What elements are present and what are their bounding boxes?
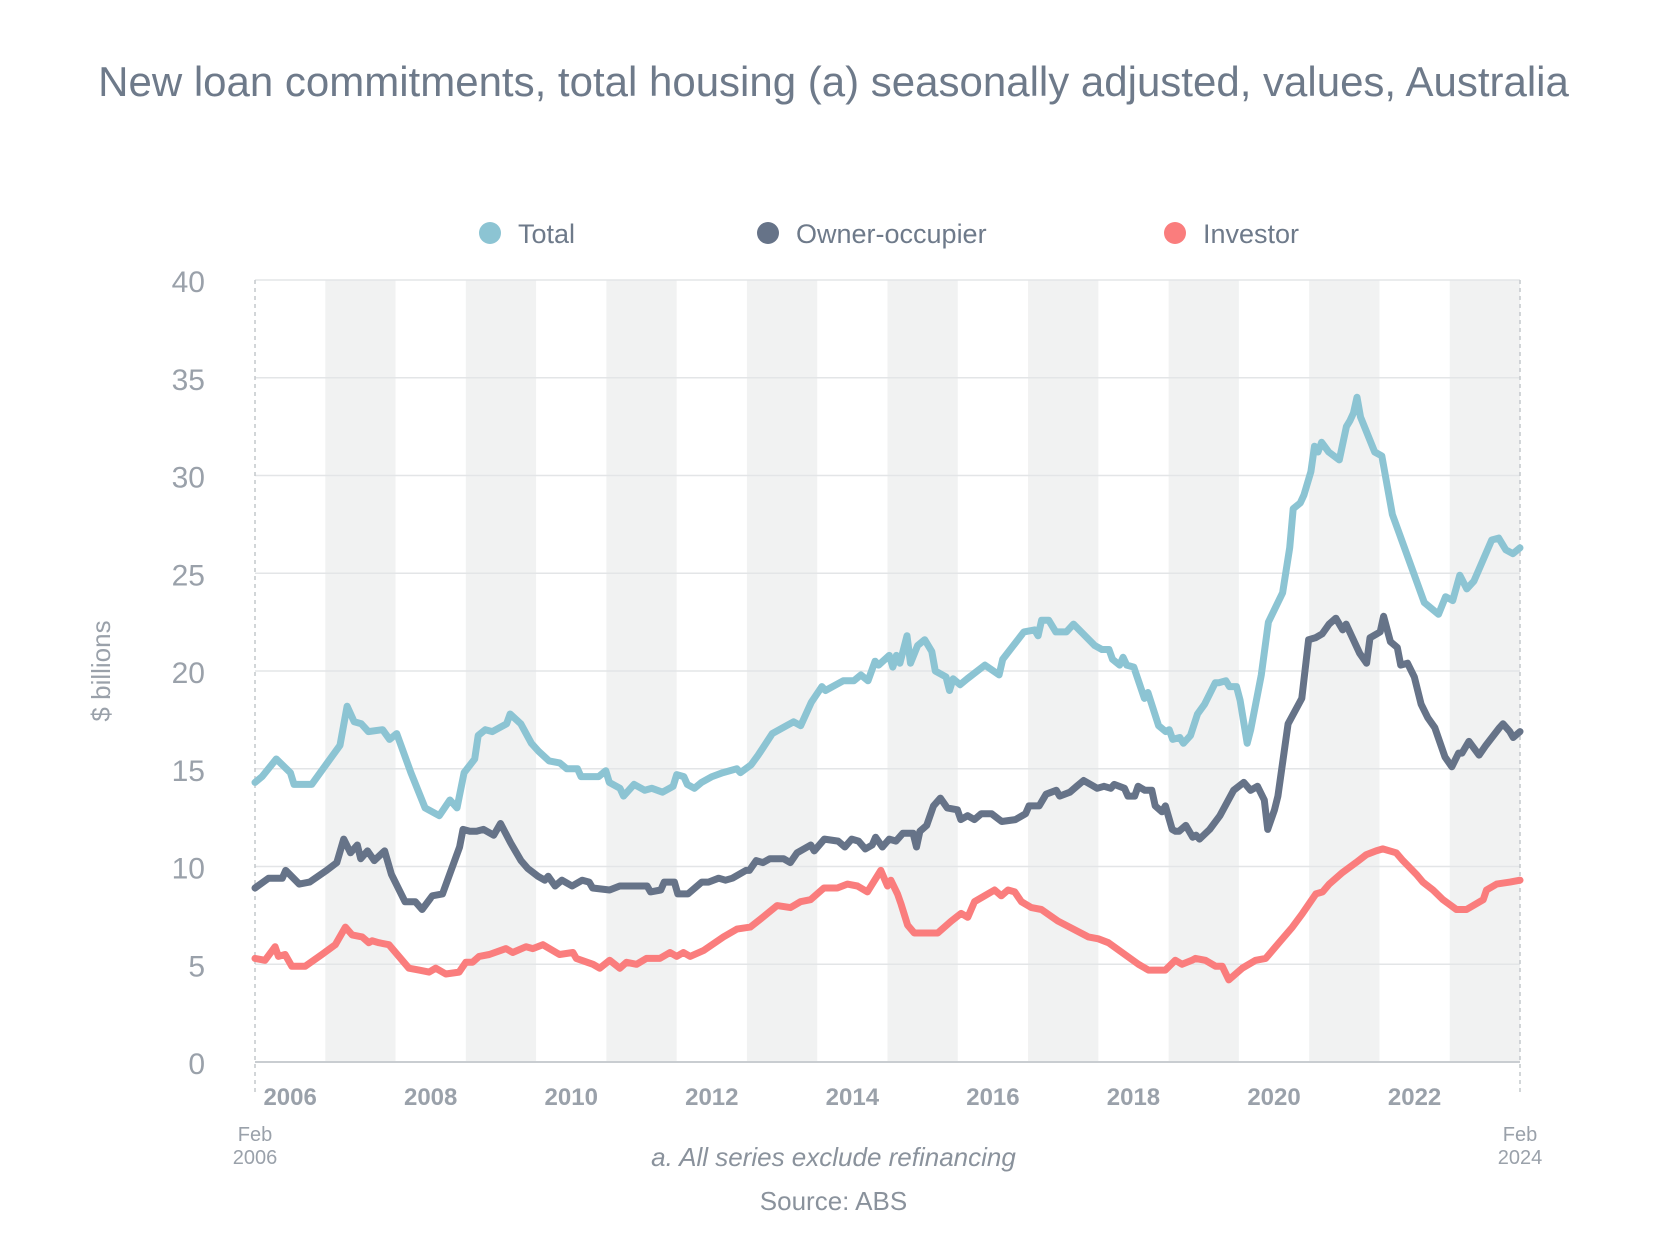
x-tick-label: 2008 bbox=[404, 1084, 457, 1111]
x-tick-label: 2018 bbox=[1107, 1084, 1160, 1111]
series-line-investor bbox=[251, 845, 1524, 984]
y-tick-label: 15 bbox=[172, 755, 205, 788]
y-tick-label: 30 bbox=[172, 462, 205, 495]
x-end-label-year: 2024 bbox=[1498, 1147, 1543, 1169]
x-end-label-month: Feb bbox=[1503, 1124, 1537, 1146]
x-tick-label: 2006 bbox=[263, 1084, 316, 1111]
legend-label: Investor bbox=[1203, 219, 1299, 249]
footnote: a. All series exclude refinancing bbox=[651, 1142, 1016, 1172]
y-tick-label: 0 bbox=[188, 1048, 205, 1081]
y-tick-label: 5 bbox=[188, 950, 205, 983]
source-note: Source: ABS bbox=[759, 1186, 908, 1216]
legend-marker bbox=[1164, 222, 1186, 244]
y-tick-label: 20 bbox=[172, 657, 205, 690]
x-end-label-month: Feb bbox=[238, 1124, 272, 1146]
y-tick-label: 25 bbox=[172, 559, 205, 592]
x-tick-label: 2012 bbox=[685, 1084, 738, 1111]
axes: 0 5 10 15 20 25 30 35 40 2006 2008 2010 2012 2014 2016… bbox=[86, 266, 1542, 1169]
x-tick-label: 2010 bbox=[545, 1084, 598, 1111]
legend-marker bbox=[479, 222, 501, 244]
y-tick-label: 40 bbox=[172, 266, 205, 299]
y-axis-title: $ billions bbox=[86, 620, 116, 721]
x-tick-label: 2014 bbox=[826, 1084, 880, 1111]
x-end-label-year: 2006 bbox=[233, 1147, 278, 1169]
legend: Total Owner-occupier Investor bbox=[479, 219, 1299, 249]
x-tick-label: 2020 bbox=[1247, 1084, 1300, 1111]
x-tick-label: 2016 bbox=[966, 1084, 1019, 1111]
y-tick-label: 35 bbox=[172, 364, 205, 397]
series-line-total bbox=[251, 393, 1524, 820]
legend-label: Total bbox=[518, 219, 575, 249]
x-tick-label: 2022 bbox=[1388, 1084, 1441, 1111]
y-tick-label: 10 bbox=[172, 853, 205, 886]
series-lines bbox=[251, 393, 1524, 984]
legend-marker bbox=[757, 222, 779, 244]
chart-title: New loan commitments, total housing (a) … bbox=[98, 58, 1569, 105]
legend-label: Owner-occupier bbox=[796, 219, 987, 249]
series-line-owner-occupier bbox=[251, 612, 1524, 913]
